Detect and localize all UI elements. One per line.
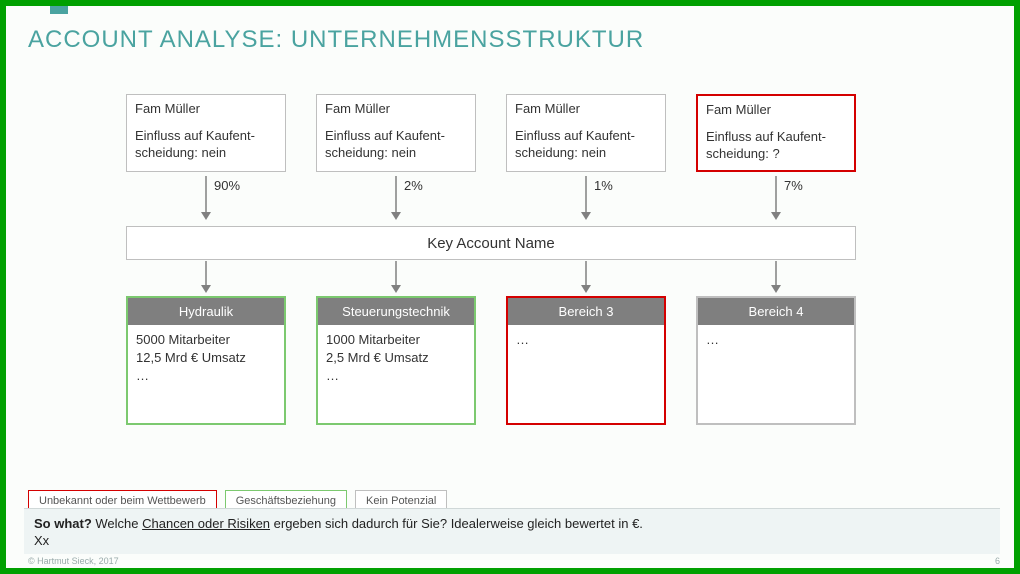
- arrow-down-icon: [579, 176, 593, 220]
- influence-box-2: Fam Müller Einfluss auf Kaufent- scheidu…: [316, 94, 476, 172]
- area-title: Steuerungstechnik: [318, 298, 474, 325]
- footer-copyright: © Hartmut Sieck, 2017: [28, 556, 119, 566]
- so-what-lead: So what?: [34, 516, 92, 531]
- influence-box-4: Fam Müller Einfluss auf Kaufent- scheidu…: [696, 94, 856, 172]
- arrow-2: 2%: [316, 176, 476, 220]
- so-what-pre: Welche: [92, 516, 142, 531]
- so-what-box: So what? Welche Chancen oder Risiken erg…: [24, 508, 1000, 554]
- area-row: Hydraulik 5000 Mitarbeiter 12,5 Mrd € Um…: [126, 296, 856, 425]
- area-box-2: Steuerungstechnik 1000 Mitarbeiter 2,5 M…: [316, 296, 476, 425]
- area-body: …: [698, 325, 854, 423]
- influence-text: Einfluss auf Kaufent- scheidung: ?: [706, 129, 846, 163]
- influence-text: Einfluss auf Kaufent- scheidung: nein: [135, 128, 277, 162]
- pct-label: 7%: [784, 178, 803, 193]
- footer-pagenum: 6: [995, 556, 1000, 566]
- arrow-4: 7%: [696, 176, 856, 220]
- influence-name: Fam Müller: [706, 102, 846, 119]
- area-box-1: Hydraulik 5000 Mitarbeiter 12,5 Mrd € Um…: [126, 296, 286, 425]
- so-what-line2: Xx: [34, 532, 990, 550]
- influence-box-3: Fam Müller Einfluss auf Kaufent- scheidu…: [506, 94, 666, 172]
- influence-name: Fam Müller: [515, 101, 657, 118]
- arrow-down-icon: [389, 261, 403, 293]
- pct-label: 90%: [214, 178, 240, 193]
- influence-text: Einfluss auf Kaufent- scheidung: nein: [325, 128, 467, 162]
- slide-frame: ACCOUNT ANALYSE: UNTERNEHMENSSTRUKTUR Fa…: [0, 0, 1020, 574]
- key-account-bar: Key Account Name: [126, 226, 856, 260]
- pct-label: 2%: [404, 178, 423, 193]
- area-title: Bereich 4: [698, 298, 854, 325]
- arrow-row-bottom: [126, 261, 856, 293]
- influence-box-1: Fam Müller Einfluss auf Kaufent- scheidu…: [126, 94, 286, 172]
- arrow-1: 90%: [126, 176, 286, 220]
- area-title: Hydraulik: [128, 298, 284, 325]
- influence-row: Fam Müller Einfluss auf Kaufent- scheidu…: [126, 94, 856, 172]
- area-box-3: Bereich 3 …: [506, 296, 666, 425]
- influence-name: Fam Müller: [135, 101, 277, 118]
- arrow-down-icon: [199, 261, 213, 293]
- pct-label: 1%: [594, 178, 613, 193]
- area-body: 1000 Mitarbeiter 2,5 Mrd € Umsatz …: [318, 325, 474, 423]
- so-what-line1: So what? Welche Chancen oder Risiken erg…: [34, 515, 990, 533]
- area-box-4: Bereich 4 …: [696, 296, 856, 425]
- arrow-down-icon: [199, 176, 213, 220]
- arrow-down-icon: [769, 261, 783, 293]
- org-diagram: Fam Müller Einfluss auf Kaufent- scheidu…: [106, 86, 926, 446]
- so-what-post: ergeben sich dadurch für Sie? Idealerwei…: [270, 516, 643, 531]
- arrow-3: 1%: [506, 176, 666, 220]
- arrow-down-icon: [579, 261, 593, 293]
- influence-text: Einfluss auf Kaufent- scheidung: nein: [515, 128, 657, 162]
- arrow-down-icon: [389, 176, 403, 220]
- title-accent-bar: [50, 6, 68, 14]
- arrow-row-top: 90% 2% 1% 7%: [126, 176, 856, 220]
- area-title: Bereich 3: [508, 298, 664, 325]
- arrow-down-icon: [769, 176, 783, 220]
- area-body: 5000 Mitarbeiter 12,5 Mrd € Umsatz …: [128, 325, 284, 423]
- so-what-underline: Chancen oder Risiken: [142, 516, 270, 531]
- influence-name: Fam Müller: [325, 101, 467, 118]
- page-title: ACCOUNT ANALYSE: UNTERNEHMENSSTRUKTUR: [28, 26, 644, 54]
- area-body: …: [508, 325, 664, 423]
